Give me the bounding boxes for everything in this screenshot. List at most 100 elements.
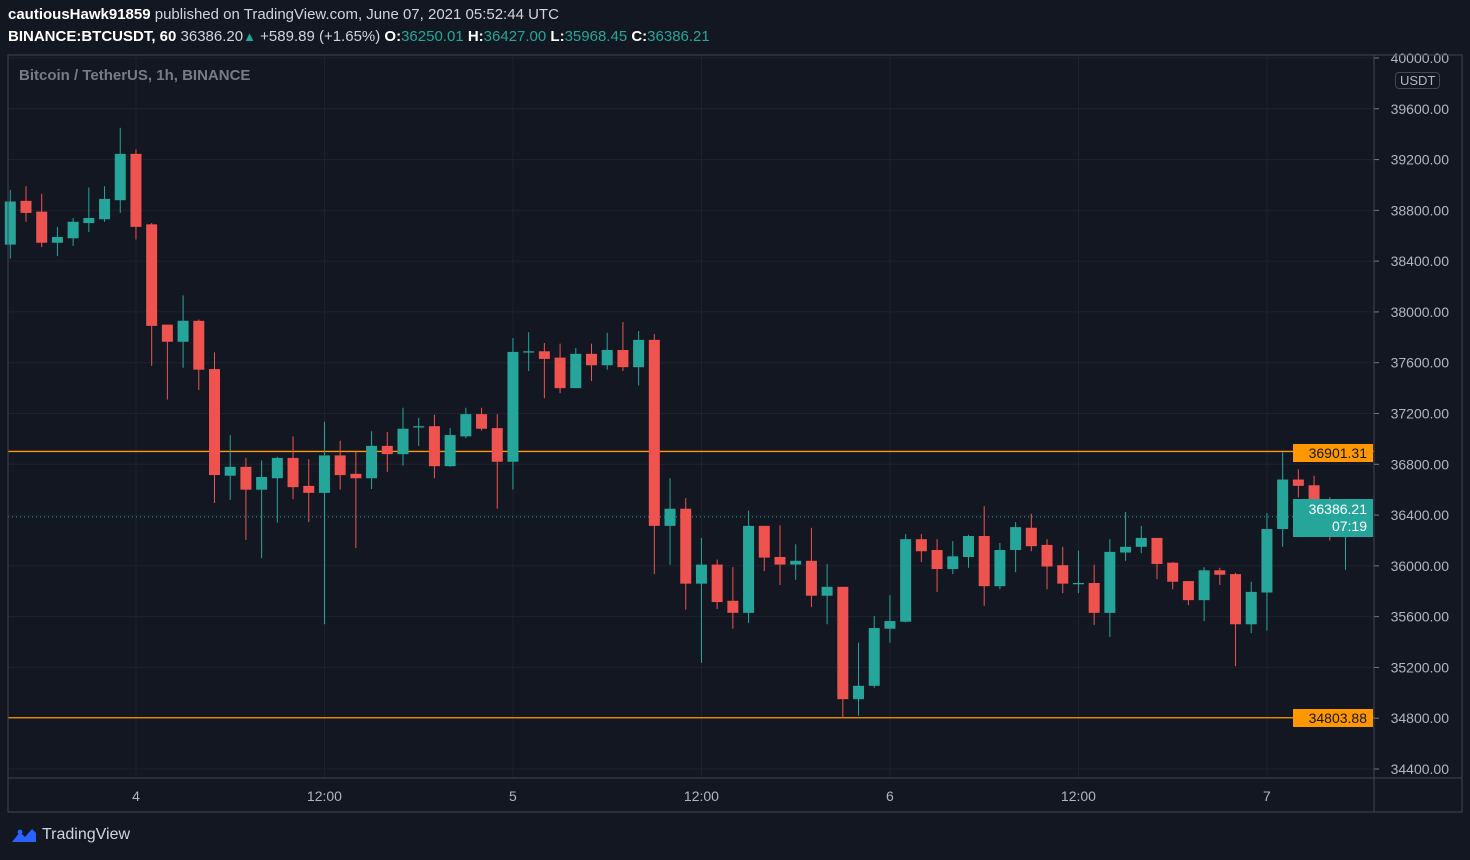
candle-body [790,560,802,565]
candle-body [680,508,692,584]
candle-body [1167,562,1179,582]
candle-body [821,586,833,596]
open-label: O: [384,28,402,45]
price-tick-label: 36000.00 [1391,558,1450,574]
candle-up [1277,452,1289,547]
candle-up [1135,525,1147,554]
candle-up [1010,522,1022,573]
candle-up [1120,511,1132,561]
candle-down [146,223,158,366]
horizontal-lines[interactable] [8,450,1374,719]
symbol: BINANCE:BTCUSDT, 60 [8,28,177,45]
candle-body [585,353,597,366]
candle-body [350,473,362,479]
candle-up [67,217,79,246]
candle-body [1277,479,1289,530]
candle-up [4,190,16,259]
candle-down [1182,581,1194,606]
brand-name: TradingView [42,826,131,843]
candle-down [428,414,440,479]
candle-body [837,586,849,700]
candle-body [570,353,582,389]
candle-body [67,221,79,239]
price-tick-label: 37200.00 [1391,406,1450,422]
candle-body [397,428,409,455]
candle-down [334,440,346,490]
candle-body [601,350,613,366]
candle-body [460,414,472,437]
candle-up [224,435,236,500]
candle-down [130,149,142,240]
candle-up [962,534,974,568]
current-price: 36386.21 [1308,501,1367,517]
candle-body [695,564,707,584]
candle-up [1198,567,1210,622]
candle-up [114,127,126,213]
candle-body [114,153,126,201]
candle-body [476,414,488,429]
candle-body [146,224,158,326]
candle-down [680,497,692,610]
candle-up [397,407,409,466]
tradingview-logo[interactable]: TradingView [10,826,130,844]
up-triangle-icon: ▲ [243,29,256,44]
close-value: 36386.21 [647,28,710,45]
price-tick-label: 36800.00 [1391,456,1450,472]
candle-up [900,534,912,623]
candle-down [554,343,566,394]
candle-body [193,320,205,370]
candle-body [334,455,346,476]
time-tick-label: 12:00 [684,788,719,804]
price-tick-label: 34800.00 [1391,710,1450,726]
candle-body [994,549,1006,587]
candle-down [209,352,221,504]
candle-up [256,460,268,559]
price-tick-label: 35600.00 [1391,609,1450,625]
candle-body [1041,544,1053,567]
candle-body [868,628,880,686]
time-tick-label: 12:00 [1061,788,1096,804]
price-tick-label: 38000.00 [1391,304,1450,320]
candle-up [1072,550,1084,594]
candle-body [303,485,315,493]
candle-up [99,186,111,222]
candle-up [633,330,645,386]
time-axis[interactable]: 4 12:00 5 12:00 6 12:00 7 [132,788,1271,804]
candle-body [978,536,990,587]
candle-up [1104,539,1116,637]
open-value: 36250.01 [401,28,464,45]
candle-body [1245,591,1257,625]
candle-body [648,339,660,526]
candle-down [1025,513,1037,552]
high-label: H: [467,28,484,45]
candle-up [790,544,802,580]
price-tick-label: 37600.00 [1391,355,1450,371]
author-name[interactable]: cautiousHawk91859 [8,6,151,23]
candle-body [1057,565,1069,584]
candle-down [193,319,205,391]
candle-up [868,616,880,688]
candle-body [962,536,974,557]
candle-down [1088,564,1100,625]
low-value: 35968.45 [564,28,628,45]
price-tick-label: 39600.00 [1391,101,1450,117]
candle-down [1167,562,1179,590]
currency-badge[interactable]: USDT [1395,72,1441,89]
candle-body [633,339,645,368]
candle-down [774,525,786,585]
candle-up [366,431,378,490]
candle-down [161,324,173,400]
candle-down [240,457,252,540]
candle-body [4,201,16,245]
candle-body [413,426,425,428]
chart-frame [7,54,1463,813]
candle-body [758,525,770,558]
candle-down [1292,469,1304,498]
candle-down [931,539,943,592]
candle-body [1072,582,1084,585]
candle-body [1104,551,1116,613]
upper-line-price-tag: 36901.31 [1293,444,1373,462]
price-axis[interactable]: 34400.00 34800.00 35200.00 35600.00 36000.00… [1374,50,1449,777]
candle-body [287,457,299,488]
